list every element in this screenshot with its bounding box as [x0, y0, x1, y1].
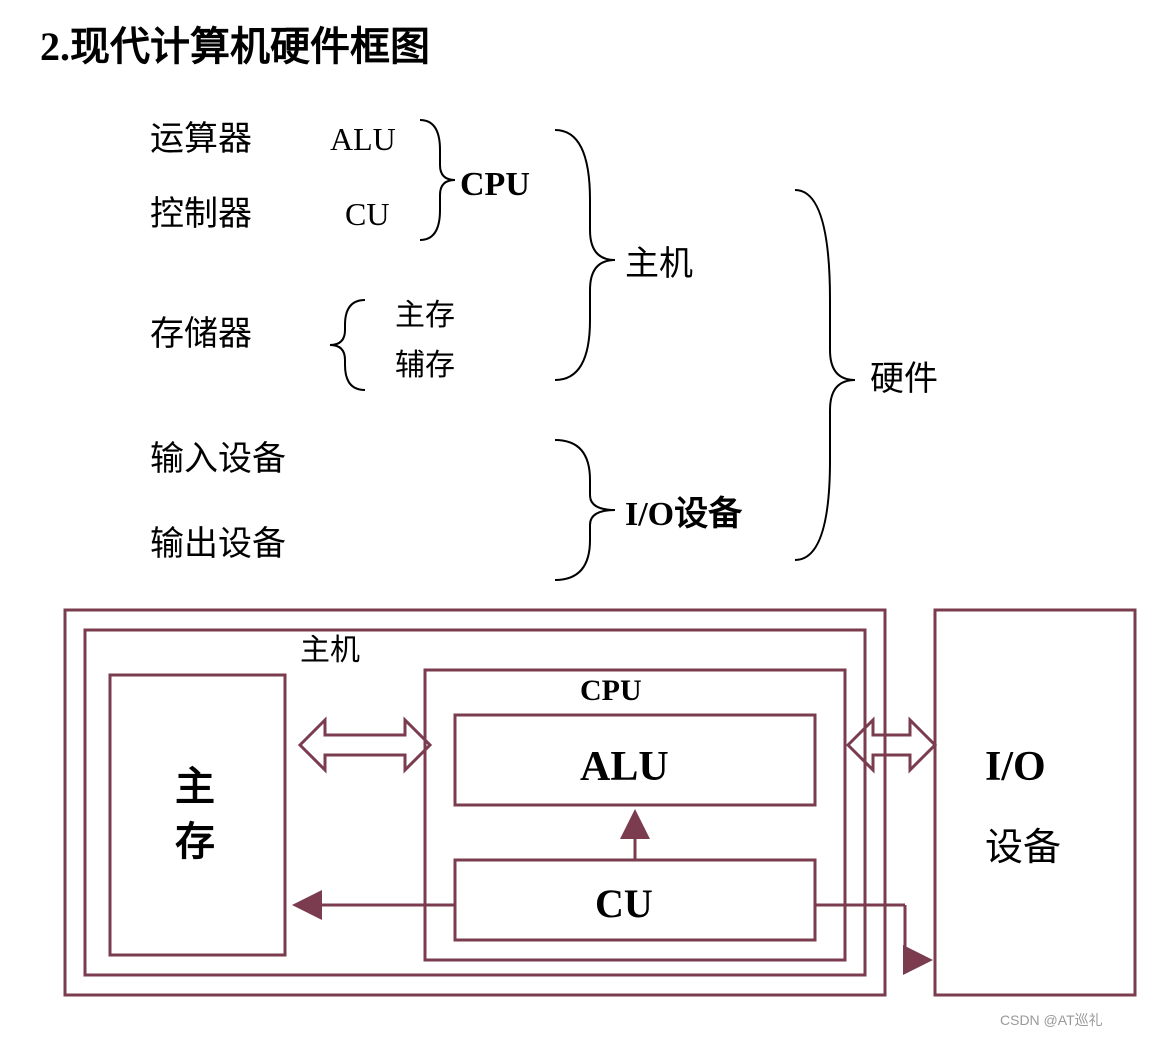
hierarchy-section: 运算器 ALU 控制器 CU 存储器 输入设备 输出设备 CPU 主存 辅存 主…: [150, 120, 938, 580]
label-main-memory-1: 主: [175, 764, 215, 809]
label-cu: CU: [595, 881, 653, 926]
arrow-cpu-io: [848, 720, 935, 770]
arrow-cu-memory-path: [200, 905, 455, 955]
block-diagram-section: 主机 主 存 CPU ALU CU I/O 设备: [65, 610, 1135, 995]
label-io-2: 设备: [985, 827, 1061, 869]
sublabel-main-memory: 主存: [395, 299, 455, 332]
item-input-cn: 输入设备: [150, 440, 286, 478]
brace-host-icon: [555, 130, 615, 380]
item-cu-cn: 控制器: [150, 195, 252, 233]
label-cpu: CPU: [580, 674, 642, 707]
brace-memory-icon: [330, 300, 365, 390]
item-alu-en: ALU: [330, 121, 396, 157]
brace-io-icon: [555, 440, 615, 580]
brace-hardware-icon: [795, 190, 855, 560]
sublabel-aux-memory: 辅存: [395, 349, 455, 382]
item-alu-cn: 运算器: [150, 120, 252, 158]
arrow-memory-alu: [300, 720, 430, 770]
label-main-memory-2: 存: [175, 819, 215, 864]
item-memory-cn: 存储器: [150, 315, 252, 353]
box-io: [935, 610, 1135, 995]
watermark: CSDN @AT巡礼: [1000, 1012, 1103, 1028]
diagram-canvas: 2.现代计算机硬件框图 运算器 ALU 控制器 CU 存储器 输入设备 输出设备…: [0, 0, 1163, 1034]
group-cpu-label: CPU: [460, 166, 530, 203]
item-cu-en: CU: [345, 196, 389, 232]
item-output-cn: 输出设备: [150, 525, 286, 563]
group-host-label: 主机: [625, 245, 693, 283]
page-title: 2.现代计算机硬件框图: [40, 24, 430, 69]
label-alu: ALU: [580, 744, 669, 790]
box-main-memory: [110, 675, 285, 955]
label-io-1: I/O: [985, 744, 1046, 790]
group-io-label: I/O设备: [625, 495, 743, 533]
group-hardware-label: 硬件: [870, 361, 938, 398]
label-host: 主机: [300, 634, 360, 667]
brace-cpu-icon: [420, 120, 455, 240]
